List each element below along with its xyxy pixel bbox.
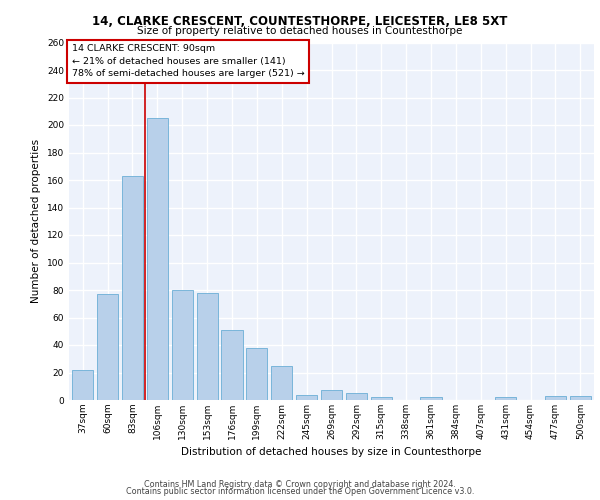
Bar: [371, 397, 392, 400]
Y-axis label: Number of detached properties: Number of detached properties: [31, 139, 41, 304]
Text: Contains public sector information licensed under the Open Government Licence v3: Contains public sector information licen…: [126, 487, 474, 496]
Bar: [72, 370, 93, 400]
X-axis label: Distribution of detached houses by size in Countesthorpe: Distribution of detached houses by size …: [181, 448, 482, 458]
Bar: [421, 397, 442, 400]
Bar: [346, 393, 367, 400]
Bar: [172, 290, 193, 400]
Bar: [221, 330, 242, 400]
Bar: [570, 396, 591, 400]
Bar: [495, 397, 516, 400]
Bar: [97, 294, 118, 400]
Bar: [296, 394, 317, 400]
Text: 14 CLARKE CRESCENT: 90sqm
← 21% of detached houses are smaller (141)
78% of semi: 14 CLARKE CRESCENT: 90sqm ← 21% of detac…: [71, 44, 304, 78]
Bar: [246, 348, 268, 400]
Bar: [122, 176, 143, 400]
Bar: [321, 390, 342, 400]
Bar: [197, 292, 218, 400]
Text: Size of property relative to detached houses in Countesthorpe: Size of property relative to detached ho…: [137, 26, 463, 36]
Bar: [147, 118, 168, 400]
Bar: [545, 396, 566, 400]
Text: Contains HM Land Registry data © Crown copyright and database right 2024.: Contains HM Land Registry data © Crown c…: [144, 480, 456, 489]
Bar: [271, 366, 292, 400]
Text: 14, CLARKE CRESCENT, COUNTESTHORPE, LEICESTER, LE8 5XT: 14, CLARKE CRESCENT, COUNTESTHORPE, LEIC…: [92, 15, 508, 28]
